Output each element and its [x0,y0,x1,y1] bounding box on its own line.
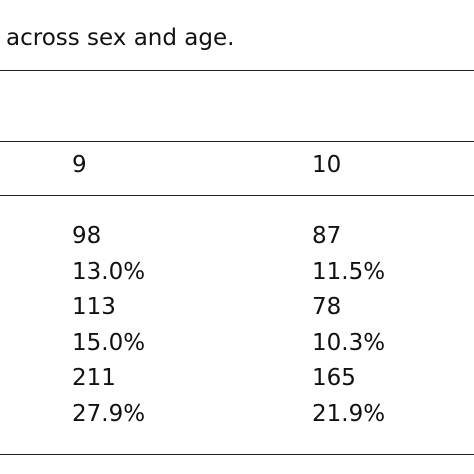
column-header: 10 [312,152,342,178]
table-cell: 98 [72,223,102,249]
table-cell: 113 [72,294,116,321]
table-cell: 78 [312,294,342,321]
body-rule [0,195,474,196]
table-cell: 21.9% [312,401,386,427]
table-cell: 27.9% [72,401,146,427]
top-rule [0,70,474,71]
column-header: 9 [72,152,87,178]
bottom-rule [0,454,474,455]
header-rule [0,141,474,142]
table-cell: 87 [312,223,342,249]
table-cell: 165 [312,365,356,392]
table-cell: 10.3% [312,329,386,356]
table-cell: 211 [72,365,116,392]
table-caption: across sex and age. [6,25,235,51]
table-cell: 11.5% [312,258,386,285]
table-cell: 13.0% [72,258,146,285]
table-cell: 15.0% [72,329,146,356]
